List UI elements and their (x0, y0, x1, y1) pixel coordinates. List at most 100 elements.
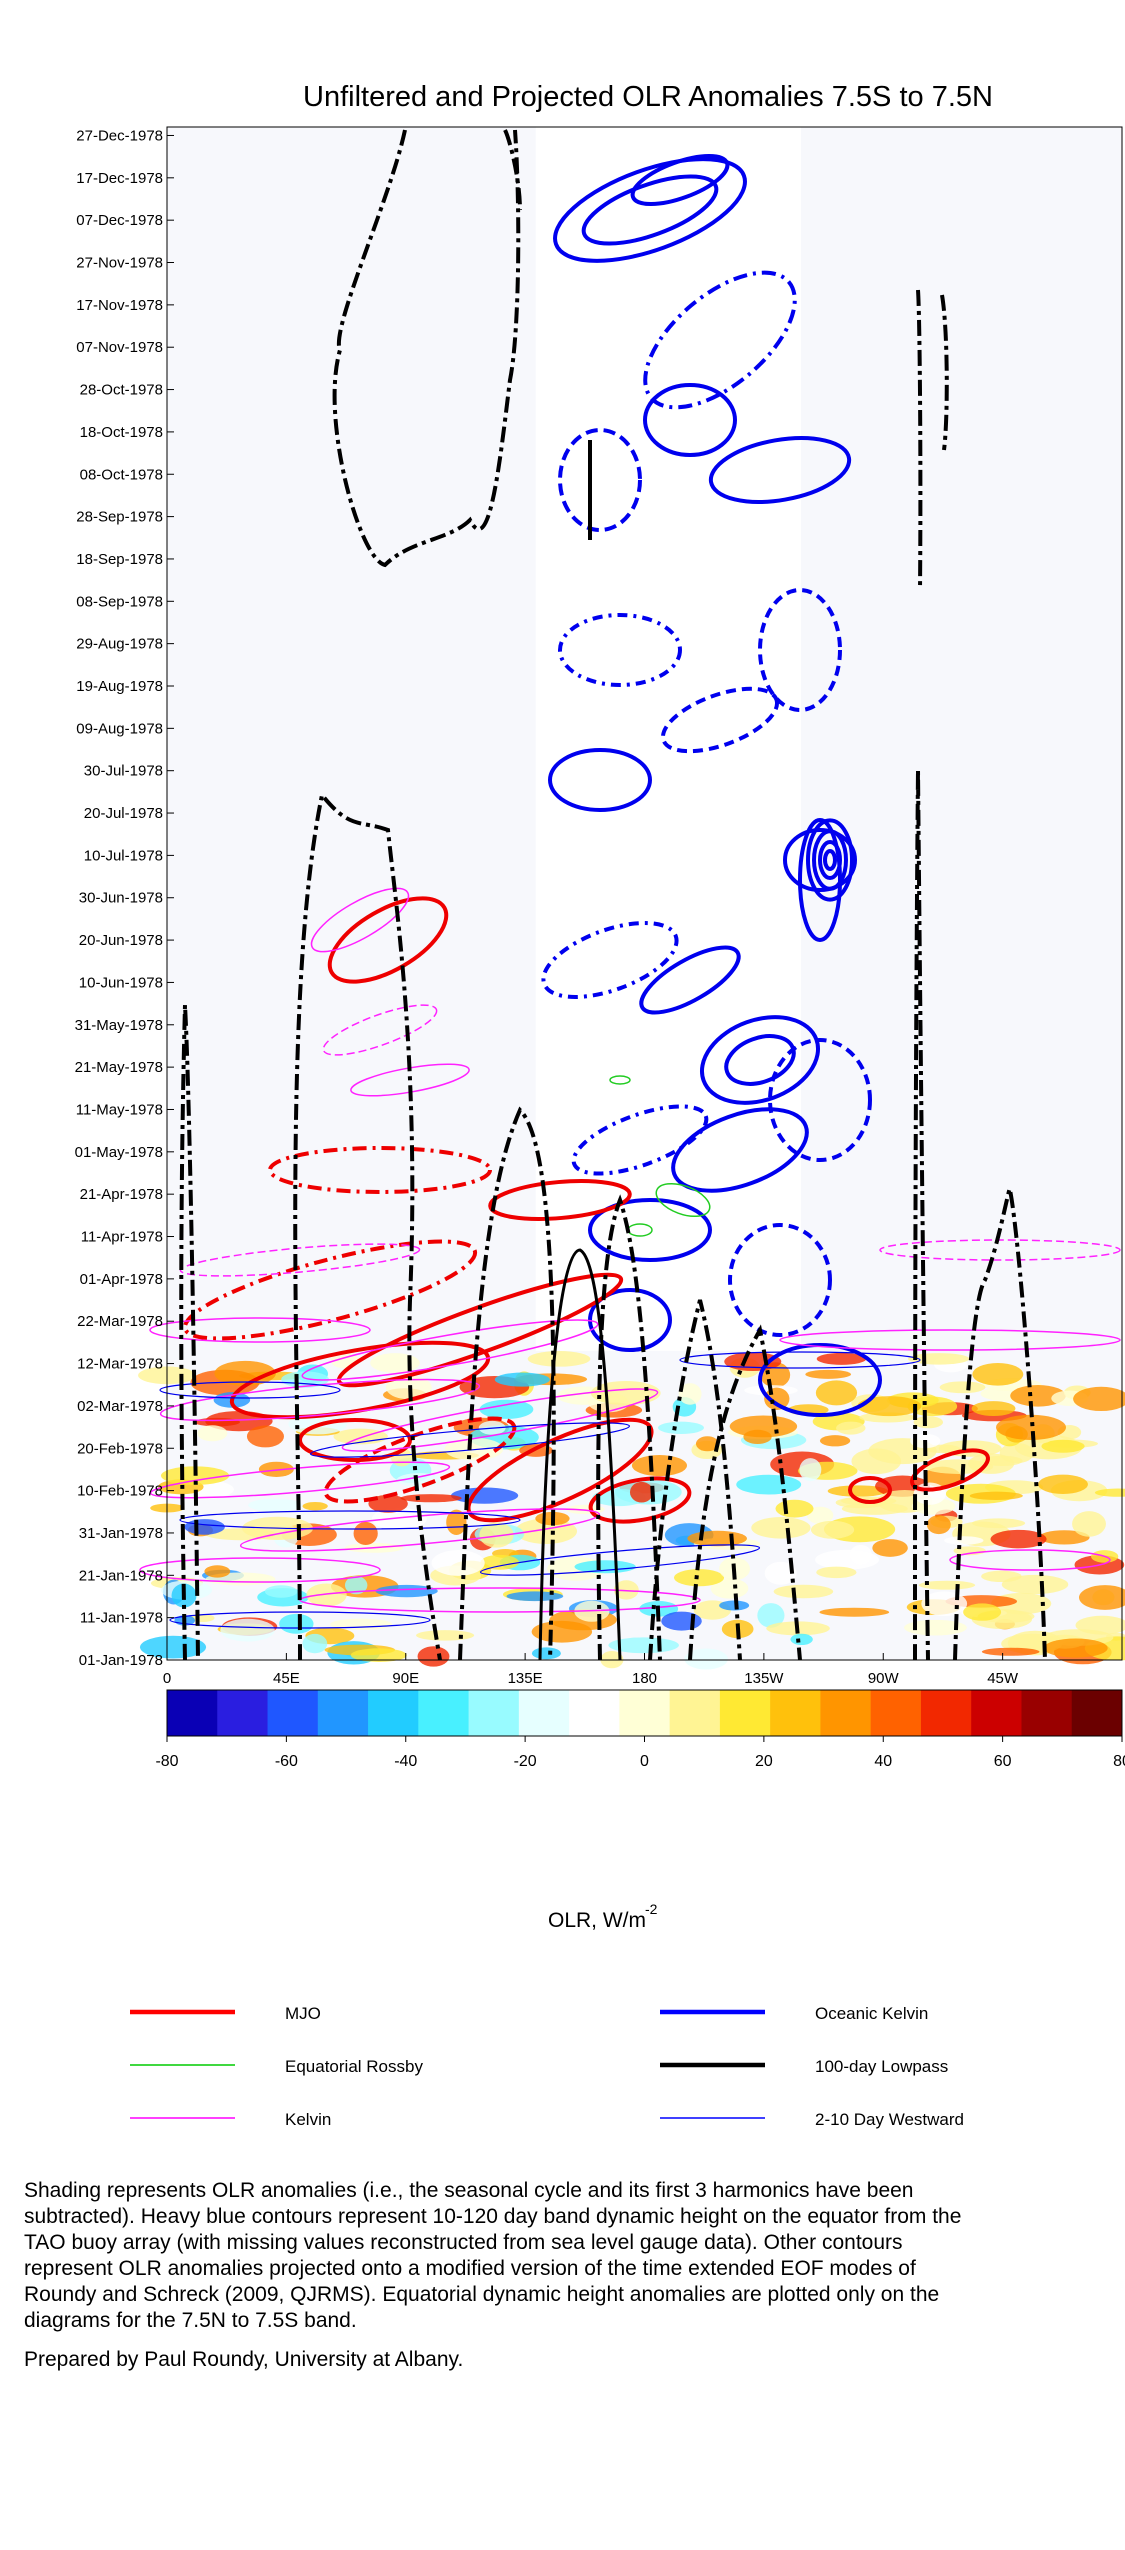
kelvin-contour (341, 1388, 659, 1452)
legend-label: MJO (285, 2004, 321, 2023)
y-tick-label: 31-Jan-1978 (79, 1525, 163, 1542)
olr-anomaly-cell (751, 1517, 811, 1539)
olr-anomaly-cell (574, 1560, 636, 1574)
olr-anomaly-cell (729, 1415, 798, 1438)
olr-anomaly-cell (757, 1603, 785, 1628)
colorbar-segment (468, 1690, 520, 1736)
mjo-contour (488, 1179, 632, 1221)
y-tick-label: 20-Jun-1978 (79, 932, 163, 949)
olr-anomaly-cell (416, 1630, 475, 1641)
olr-anomaly-cell (1010, 1385, 1066, 1407)
colorbar-label-exponent: -2 (645, 1901, 658, 1917)
colorbar-segment (418, 1690, 470, 1736)
oceanic-kelvin-contour (818, 840, 842, 880)
kelvin-contour (310, 887, 410, 953)
colorbar-segment (368, 1690, 419, 1736)
colorbar-segment (820, 1690, 872, 1736)
olr-anomaly-cell (248, 1498, 302, 1512)
olr-anomaly-cell (494, 1372, 550, 1387)
olr-anomaly-cell (400, 1494, 462, 1503)
olr-anomaly-cell (918, 1580, 976, 1590)
olr-anomaly-cell (184, 1519, 225, 1535)
kelvin-contour (149, 1317, 371, 1343)
olr-anomaly-cell (857, 1396, 922, 1417)
x-tick-label: 45E (273, 1670, 300, 1687)
westward-contour (159, 1381, 341, 1399)
oceanic-kelvin-contour (671, 1107, 809, 1193)
olr-anomaly-cell (924, 1459, 994, 1474)
olr-anomaly-cell (815, 1380, 858, 1406)
kelvin-contour (322, 1004, 438, 1056)
y-tick-label: 08-Sep-1978 (76, 593, 163, 610)
y-tick-label: 07-Dec-1978 (76, 212, 163, 229)
colorbar-tick-label: -80 (155, 1753, 178, 1770)
lowpass-contour (538, 1248, 622, 1661)
oceanic-kelvin-contour (588, 1198, 712, 1262)
y-tick-label: 10-Jun-1978 (79, 974, 163, 991)
olr-anomaly-cell (743, 1429, 772, 1444)
olr-anomaly-cell (907, 1396, 958, 1417)
colorbar-tick-label: 60 (994, 1753, 1012, 1770)
olr-anomaly-cell (775, 1499, 814, 1518)
x-tick-label: 180 (632, 1670, 657, 1687)
y-tick-label: 27-Nov-1978 (76, 255, 163, 272)
y-tick-label: 11-Apr-1978 (81, 1229, 163, 1246)
caption-line: Shading represents OLR anomalies (i.e., … (24, 2179, 914, 2202)
y-tick-label: 02-Mar-1978 (77, 1398, 163, 1415)
olr-anomaly-cell (1072, 1511, 1106, 1537)
olr-anomaly-cell (944, 1536, 984, 1545)
olr-anomaly-cell (1041, 1439, 1085, 1453)
lowpass-contour (179, 1004, 200, 1661)
colorbar-segment (719, 1690, 771, 1736)
mjo-contour (323, 1416, 517, 1504)
colorbar-segment (619, 1690, 671, 1736)
olr-anomaly-cell (678, 1383, 702, 1405)
olr-anomaly-cell (904, 1619, 967, 1636)
olr-anomaly-cell (204, 1565, 231, 1578)
olr-anomaly-cell (375, 1584, 438, 1598)
caption-line: Roundy and Schreck (2009, QJRMS). Equato… (24, 2283, 940, 2306)
mjo-contour (268, 1146, 492, 1194)
olr-anomaly-cell (908, 1353, 970, 1365)
kelvin-contour (879, 1239, 1121, 1261)
olr-anomaly-cell (819, 1435, 851, 1447)
colorbar-tick-label: 40 (874, 1753, 892, 1770)
olr-anomaly-cell (710, 1578, 749, 1599)
olr-anomaly-cell (629, 1481, 654, 1503)
y-tick-label: 10-Feb-1978 (77, 1483, 163, 1500)
legend-label: 2-10 Day Westward (815, 2110, 964, 2129)
oceanic-kelvin-contour (643, 383, 737, 457)
y-tick-label: 17-Dec-1978 (76, 170, 163, 187)
mjo-contour (588, 1476, 692, 1524)
kelvin-contour (139, 1557, 381, 1583)
kelvin-contour (949, 1549, 1111, 1571)
olr-anomaly-cell (506, 1591, 564, 1602)
olr-anomaly-cell (790, 1633, 813, 1646)
kelvin-contour (301, 1319, 599, 1381)
legend-label: Oceanic Kelvin (815, 2004, 928, 2023)
oceanic-kelvin-contour (630, 153, 730, 207)
oceanic-kelvin-contour (758, 588, 842, 712)
oceanic-kelvin-contour (728, 1223, 832, 1337)
oceanic-kelvin-contour (639, 945, 741, 1015)
olr-anomaly-cell (684, 1648, 728, 1670)
olr-anomaly-cell (913, 1416, 944, 1429)
olr-anomaly-cell (515, 1518, 578, 1545)
y-tick-label: 11-Jan-1978 (80, 1610, 163, 1627)
colorbar-segment (870, 1690, 922, 1736)
lowpass-contour (688, 1324, 802, 1661)
olr-anomaly-cell (981, 1647, 1040, 1656)
caption-line: subtracted). Heavy blue contours represe… (24, 2205, 962, 2228)
olr-anomaly-cell (805, 1369, 852, 1379)
olr-anomaly-cell (302, 1501, 328, 1511)
oceanic-kelvin-contour (571, 1104, 709, 1176)
mjo-contour (336, 1272, 624, 1388)
caption-line: diagrams for the 7.5N to 7.5S band. (24, 2309, 357, 2332)
chart-title: Unfiltered and Projected OLR Anomalies 7… (303, 81, 993, 113)
olr-anomaly-cell (279, 1613, 314, 1634)
olr-anomaly-cell (451, 1487, 519, 1504)
colorbar-segment (1021, 1690, 1073, 1736)
oceanic-kelvin-contour (643, 270, 797, 410)
colorbar-segment (669, 1690, 721, 1736)
credit: Prepared by Paul Roundy, University at A… (24, 2348, 464, 2371)
